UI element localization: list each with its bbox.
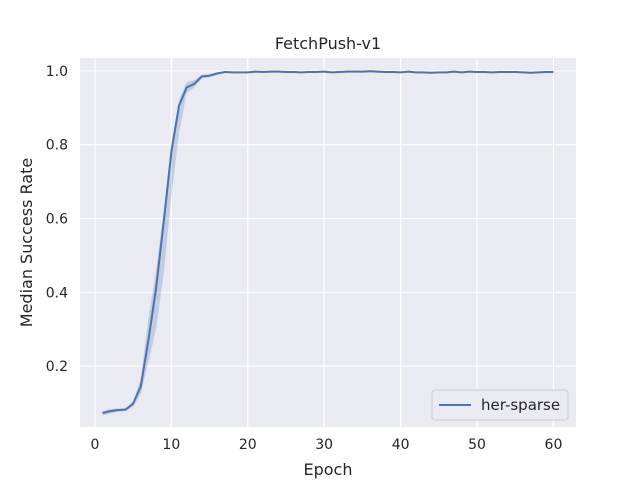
- y-tick-label: 0.2: [46, 359, 68, 375]
- x-tick-label: 60: [545, 437, 563, 453]
- y-tick-label: 1.0: [46, 64, 68, 80]
- y-tick-labels: 0.2 0.4 0.6 0.8 1.0: [46, 64, 68, 375]
- x-tick-labels: 0 10 20 30 40 50 60: [90, 437, 562, 453]
- x-grid: [94, 58, 555, 427]
- legend: her-sparse: [431, 389, 569, 421]
- y-tick-label: 0.6: [46, 212, 68, 228]
- y-grid: [80, 70, 576, 367]
- x-axis-label: Epoch: [304, 460, 353, 479]
- x-tick-label: 30: [315, 437, 333, 453]
- legend-label-her-sparse: her-sparse: [481, 396, 560, 414]
- y-tick-label: 0.4: [46, 285, 68, 301]
- x-tick-label: 40: [392, 437, 410, 453]
- x-tick-label: 0: [90, 437, 99, 453]
- chart-title: FetchPush-v1: [275, 34, 381, 53]
- x-tick-label: 10: [162, 437, 180, 453]
- x-tick-label: 50: [468, 437, 486, 453]
- legend-box: [431, 389, 569, 421]
- plot-area: [80, 58, 576, 427]
- y-axis-label: Median Success Rate: [17, 158, 36, 327]
- series-line-her-sparse: [102, 70, 554, 414]
- x-tick-label: 20: [239, 437, 257, 453]
- y-tick-label: 0.8: [46, 138, 68, 154]
- series-lines: [102, 70, 554, 414]
